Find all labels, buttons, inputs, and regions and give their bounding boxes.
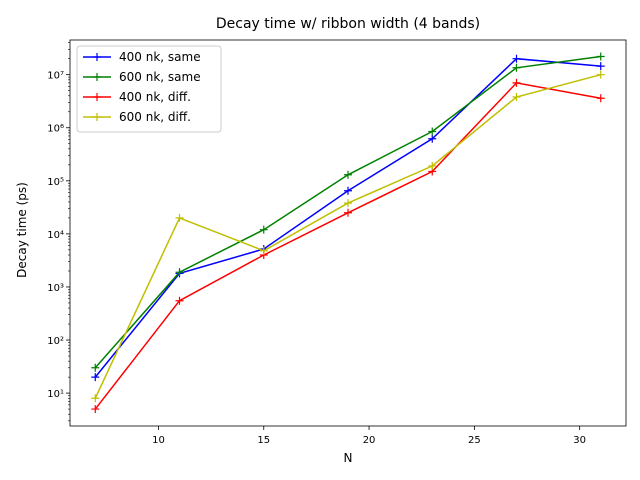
series-3-point-3 <box>344 199 352 208</box>
plot-frame <box>69 39 627 427</box>
chart-title: Decay time w/ ribbon width (4 bands) <box>216 16 480 32</box>
legend: 400 nk, same 600 nk, same 400 nk, diff. 600… <box>76 45 222 133</box>
series-1-point-1 <box>175 268 184 277</box>
legend-box <box>76 45 222 133</box>
axes: 10 15 20 25 30 10¹ 10² 10³ 10⁴ 10⁵ 10⁶ 10⁷ <box>47 39 627 446</box>
legend-marker-0 <box>93 53 101 61</box>
legend-marker-3 <box>93 113 101 121</box>
series-0-point-5 <box>512 54 521 63</box>
series-2-point-0 <box>91 405 100 414</box>
series-0-point-6 <box>596 62 605 71</box>
series-2-point-5 <box>512 78 521 87</box>
series-2-point-6 <box>596 94 605 103</box>
series-1-point-6 <box>596 52 605 61</box>
y-tick-label-3: 10⁴ <box>47 230 64 241</box>
series-2-point-3 <box>344 208 352 217</box>
series-0-point-4 <box>428 134 437 143</box>
x-tick-label-2: 20 <box>363 435 376 446</box>
legend-label-0: 400 nk, same <box>119 50 201 64</box>
y-axis-label: Decay time (ps) <box>15 182 29 278</box>
x-axis-label: N <box>344 451 353 465</box>
x-tick-label-1: 15 <box>257 435 270 446</box>
plot-area <box>91 52 605 414</box>
series-1-point-2 <box>259 225 268 234</box>
y-tick-label-0: 10¹ <box>47 389 64 400</box>
series-2-point-1 <box>175 296 184 305</box>
legend-label-2: 400 nk, diff. <box>119 90 191 104</box>
series-0-point-3 <box>344 186 352 195</box>
legend-label-3: 600 nk, diff. <box>119 110 191 124</box>
series-3-point-2 <box>259 246 268 255</box>
x-tick-label-4: 30 <box>573 435 586 446</box>
series-1-point-0 <box>91 363 100 372</box>
legend-marker-2 <box>93 93 101 101</box>
y-tick-label-4: 10⁵ <box>47 177 64 188</box>
x-tick-label-3: 25 <box>468 435 481 446</box>
series-1-point-5 <box>512 63 521 72</box>
series-1-point-3 <box>344 170 352 179</box>
y-tick-label-2: 10³ <box>47 283 64 294</box>
series-3-point-6 <box>596 70 605 79</box>
series-3-point-4 <box>428 162 437 171</box>
series-1-point-4 <box>428 127 437 136</box>
series-3-point-1 <box>175 213 184 222</box>
series-3-point-5 <box>512 92 521 101</box>
y-tick-label-5: 10⁶ <box>47 124 64 135</box>
series-3-point-0 <box>91 394 100 403</box>
legend-label-1: 600 nk, same <box>119 70 201 84</box>
x-tick-label-0: 10 <box>152 435 165 446</box>
legend-marker-1 <box>93 73 101 81</box>
y-tick-label-6: 10⁷ <box>47 71 64 82</box>
series-0-point-0 <box>91 373 100 382</box>
y-tick-label-1: 10² <box>47 336 64 347</box>
